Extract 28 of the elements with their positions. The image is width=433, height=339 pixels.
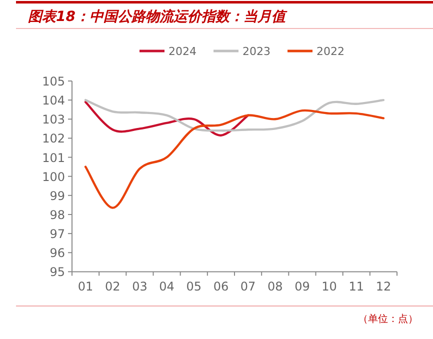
- x-tick-label: 09: [294, 280, 310, 294]
- legend-label: 2023: [242, 45, 270, 58]
- legend-label: 2024: [168, 45, 196, 58]
- x-tick-label: 10: [322, 280, 337, 294]
- y-tick-label: 105: [42, 74, 65, 88]
- x-tick-label: 02: [104, 280, 120, 294]
- y-tick-label: 96: [50, 246, 65, 260]
- y-tick-label: 97: [50, 227, 65, 242]
- x-tick-label: 05: [186, 280, 202, 294]
- y-tick-label: 104: [42, 94, 65, 108]
- y-tick-label: 103: [42, 112, 65, 127]
- x-tick-label: 01: [78, 280, 94, 294]
- y-tick-label: 100: [42, 170, 65, 184]
- x-tick-label: 07: [240, 280, 256, 294]
- x-tick-label: 04: [159, 280, 174, 294]
- text: （单位：点）: [358, 313, 418, 325]
- x-tick-label: 12: [376, 280, 392, 294]
- x-tick-label: 08: [267, 280, 283, 294]
- y-tick-label: 98: [50, 208, 65, 222]
- legend-label: 2022: [316, 45, 344, 58]
- y-tick-label: 102: [42, 132, 65, 146]
- y-tick-label: 95: [50, 265, 65, 280]
- y-tick-label: 99: [50, 188, 65, 203]
- x-tick-label: 03: [132, 280, 148, 294]
- chart-title: 图表18：中国公路物流运价指数：当月值: [28, 8, 288, 25]
- y-tick-label: 101: [42, 150, 65, 165]
- x-tick-label: 06: [213, 280, 229, 294]
- x-tick-label: 11: [348, 280, 364, 294]
